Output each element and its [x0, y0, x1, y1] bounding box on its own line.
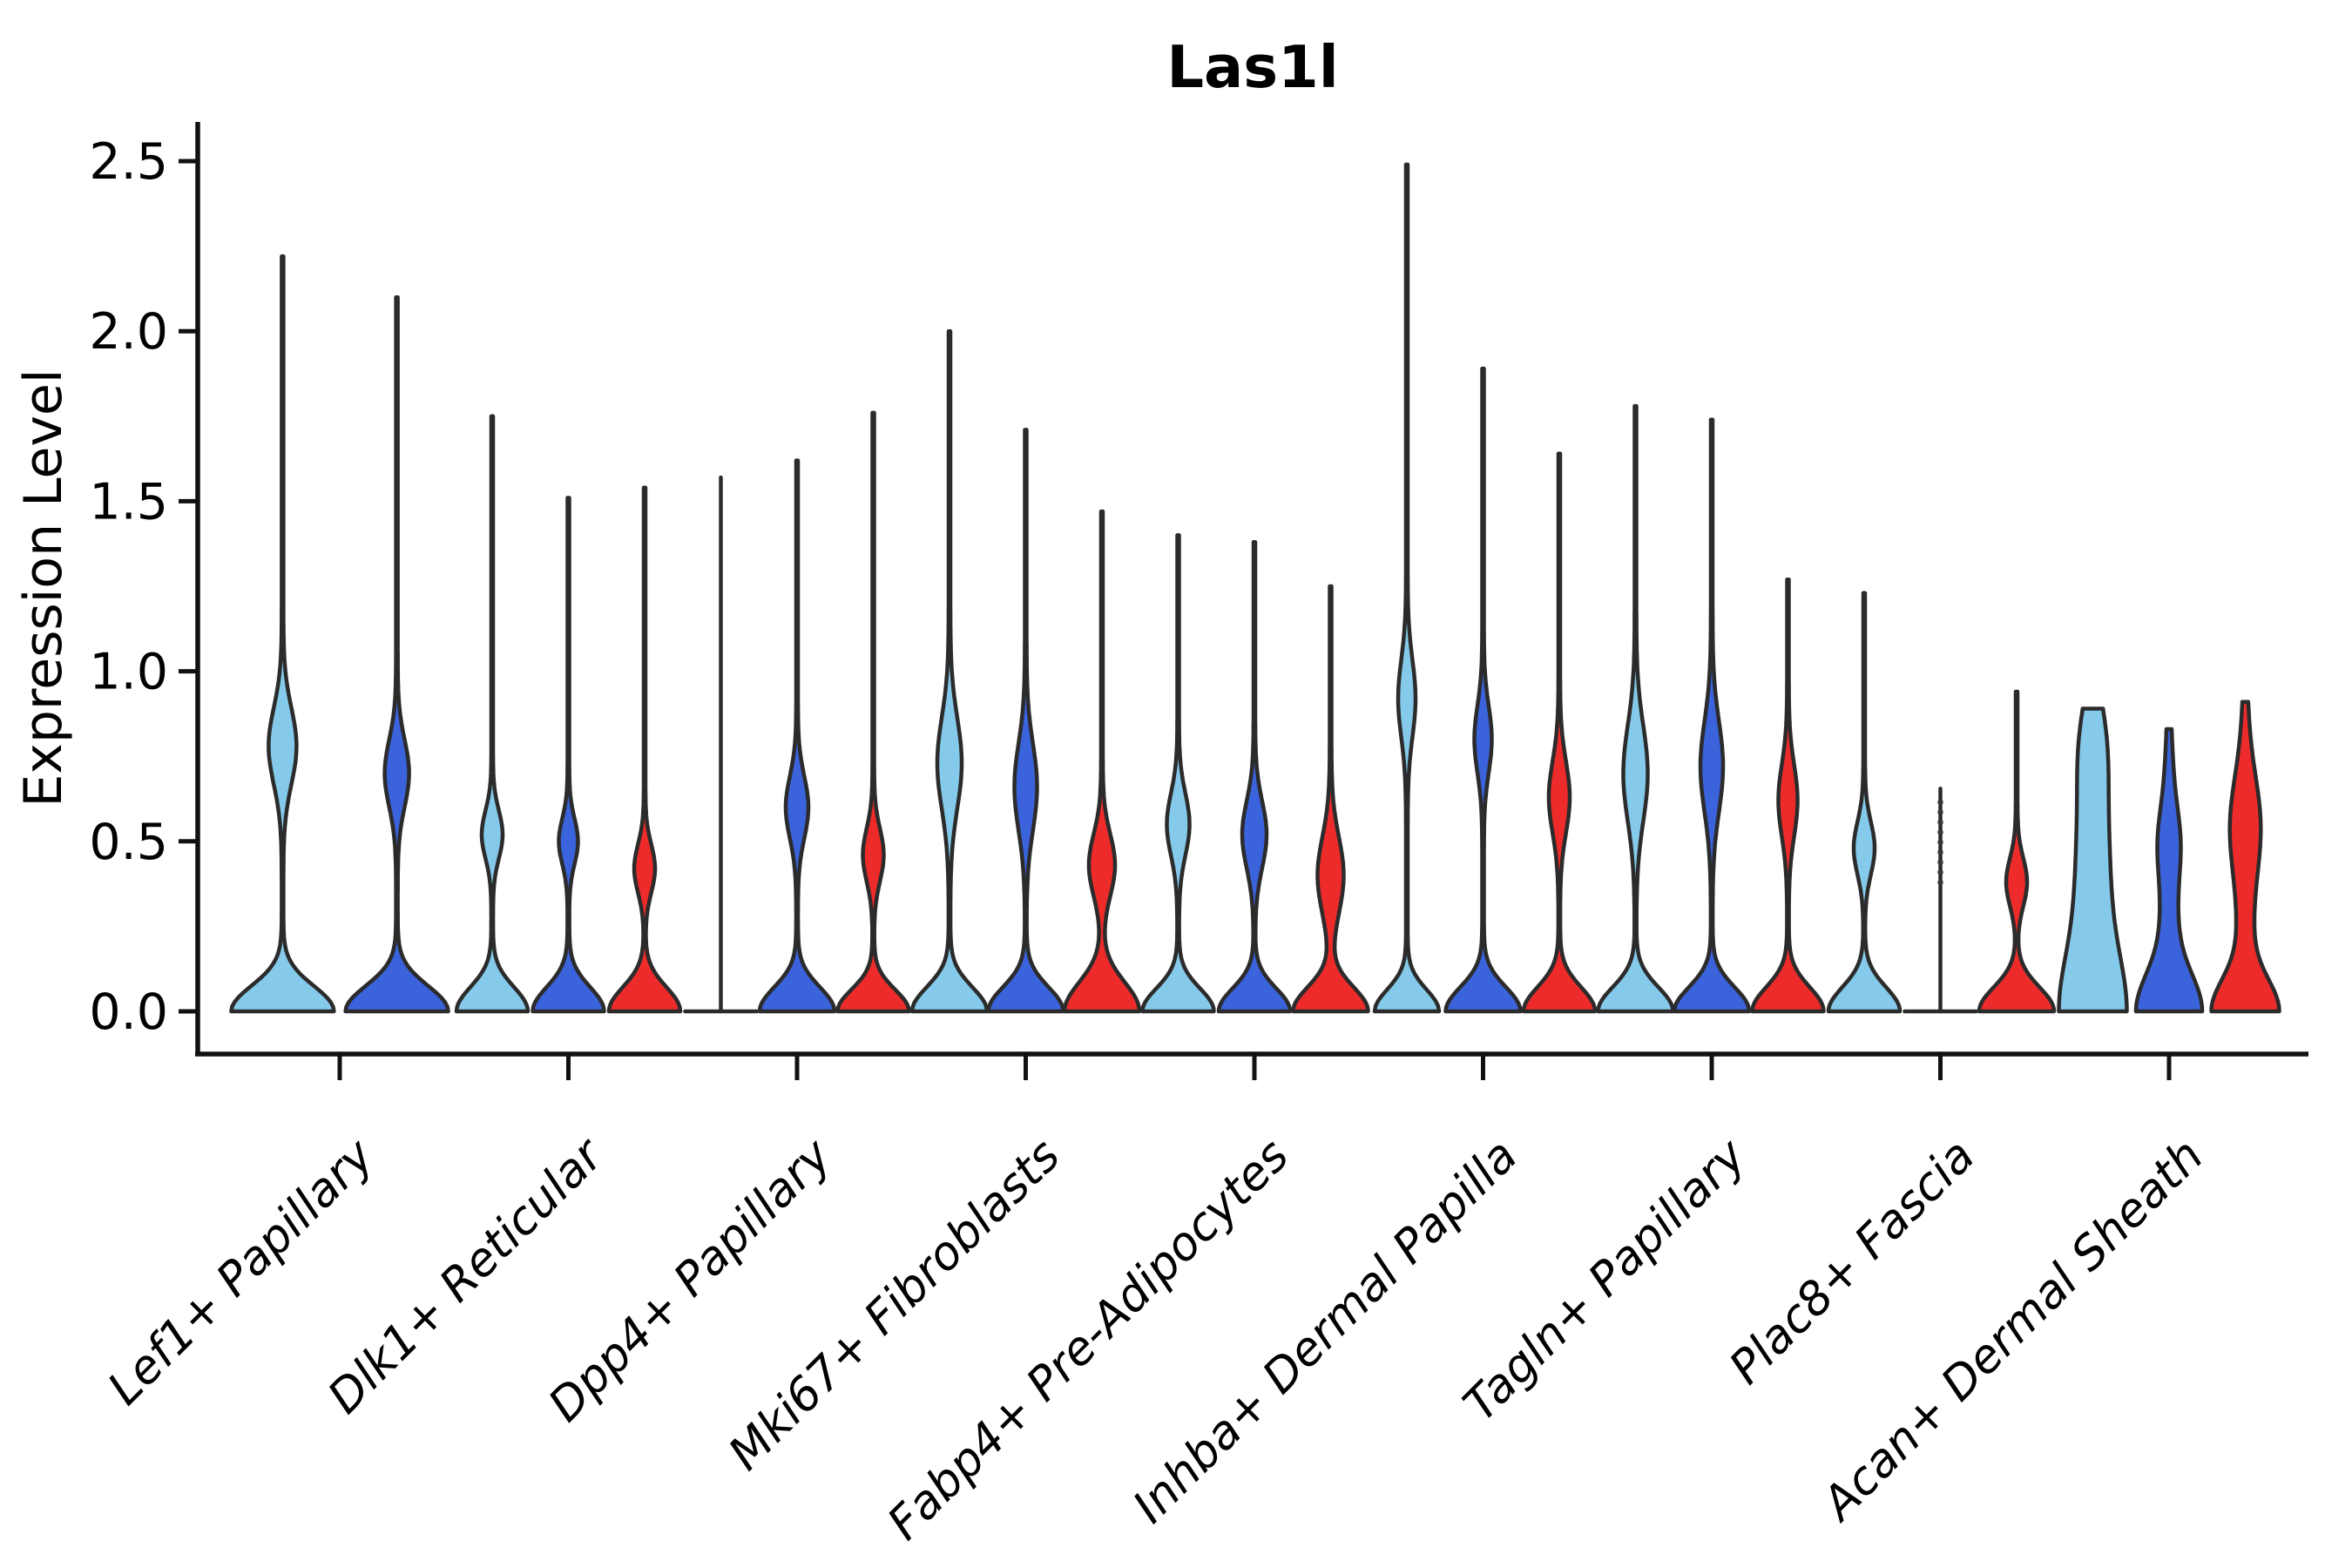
violin-acan-split-3 — [2209, 700, 2281, 1014]
chart-title: Las1l — [1166, 33, 1338, 101]
violin-fabp4-split-3 — [1291, 584, 1370, 1014]
violin-dpp4-split-2 — [757, 458, 837, 1014]
y-tick-label-1.0: 1.0 — [89, 644, 168, 701]
violin-inhba-split-1 — [1372, 162, 1442, 1014]
y-tick-label-2.5: 2.5 — [89, 133, 168, 191]
violin-lef1-split-2 — [343, 294, 450, 1014]
violins-layer — [229, 162, 2281, 1014]
violin-tagln-split-3 — [1750, 577, 1826, 1014]
violin-mki67-split-2 — [986, 428, 1065, 1014]
violin-acan-split-2 — [2133, 727, 2205, 1014]
violin-plac8-split-1 — [1826, 591, 1903, 1014]
violin-inhba-split-2 — [1443, 366, 1523, 1014]
violin-mki67-split-3 — [1062, 509, 1142, 1014]
violin-fabp4-split-2 — [1216, 539, 1293, 1014]
x-tick-label-5: Fabp4+ Pre-Adipocytes — [878, 1129, 1300, 1551]
violin-dlk1-split-3 — [606, 485, 683, 1014]
y-axis-label: Expression Level — [13, 368, 74, 807]
y-axis-ticks: 0.0 0.5 1.0 1.5 2.0 2.5 — [89, 133, 198, 1041]
violin-tagln-split-1 — [1596, 403, 1675, 1014]
y-tick-label-1.5: 1.5 — [89, 473, 168, 531]
y-tick-label-0.5: 0.5 — [89, 814, 168, 871]
violin-tagln-split-2 — [1672, 417, 1752, 1014]
violin-lef1-split-1 — [229, 254, 336, 1014]
violin-dlk1-split-1 — [454, 414, 531, 1014]
violin-inhba-split-3 — [1521, 451, 1598, 1014]
y-tick-label-0.0: 0.0 — [89, 983, 168, 1041]
violin-dpp4-split-3 — [835, 410, 911, 1014]
violin-acan-split-1 — [2057, 706, 2129, 1014]
y-tick-label-2.0: 2.0 — [89, 303, 168, 361]
x-tick-label-9: Acan+ Dermal Sheath — [1811, 1129, 2214, 1532]
x-tick-label-8: Plac8+ Fascia — [1720, 1129, 1985, 1395]
violin-fabp4-split-1 — [1140, 533, 1216, 1014]
violin-mki67-split-1 — [909, 328, 990, 1014]
violin-plac8-split-3 — [1977, 689, 2057, 1014]
x-tick-label-6: Inhba+ Dermal Papilla — [1123, 1129, 1527, 1533]
violin-dlk1-split-2 — [531, 496, 606, 1014]
